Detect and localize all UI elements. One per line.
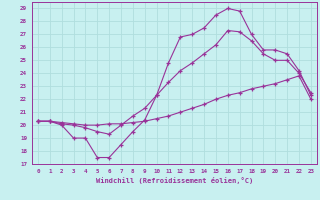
X-axis label: Windchill (Refroidissement éolien,°C): Windchill (Refroidissement éolien,°C): [96, 177, 253, 184]
